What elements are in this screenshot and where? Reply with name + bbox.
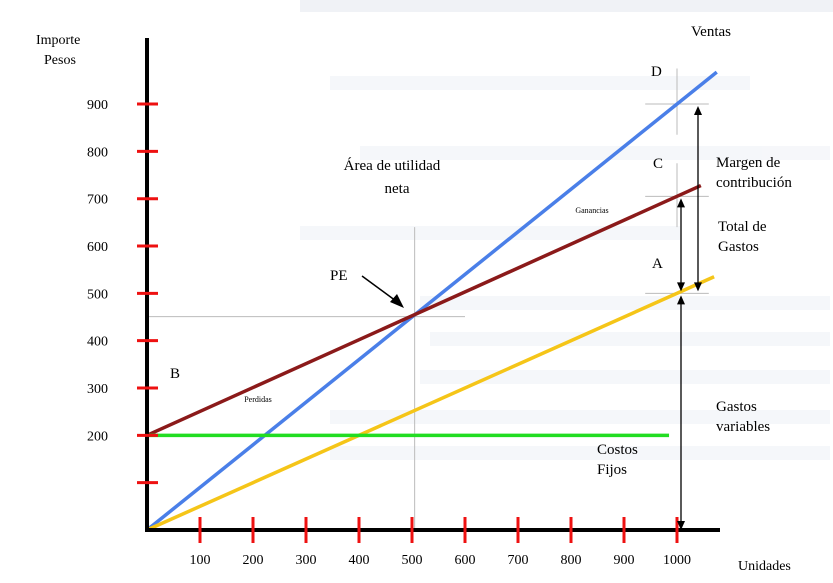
costos-fijos-label-line1: Costos bbox=[597, 442, 638, 458]
pe-arrow-head bbox=[390, 294, 404, 308]
x-tick-label-300: 300 bbox=[296, 553, 317, 568]
y-tick-label-500: 500 bbox=[87, 287, 108, 302]
y-tick-label-200: 200 bbox=[87, 429, 108, 444]
margen-arrow-head-bottom bbox=[694, 282, 702, 292]
x-tick-label-1000: 1000 bbox=[663, 553, 691, 568]
label-a: A bbox=[652, 256, 663, 272]
series-layer bbox=[145, 70, 718, 532]
x-tick-label-900: 900 bbox=[614, 553, 635, 568]
total-gastos-arrow-head-top bbox=[677, 198, 685, 208]
ventas-label: Ventas bbox=[691, 24, 731, 40]
x-tick-label-600: 600 bbox=[455, 553, 476, 568]
series-line-1 bbox=[146, 183, 702, 437]
series-line-0 bbox=[145, 70, 718, 532]
x-tick-label-100: 100 bbox=[190, 553, 211, 568]
gastos-variables-label-line2: variables bbox=[716, 419, 770, 435]
gastos-variables-label-line1: Gastos bbox=[716, 399, 757, 415]
annotations-layer: Área de utilidad neta Ganancias Perdidas PE D… bbox=[170, 24, 792, 530]
margen-arrow-head-top bbox=[694, 106, 702, 116]
y-tick-label-600: 600 bbox=[87, 240, 108, 255]
x-tick-label-500: 500 bbox=[402, 553, 423, 568]
y-tick-label-400: 400 bbox=[87, 335, 108, 350]
perdidas-label: Perdidas bbox=[244, 395, 272, 404]
x-tick-label-800: 800 bbox=[561, 553, 582, 568]
total-gastos-arrow-head-bottom bbox=[677, 282, 685, 292]
x-tick-label-200: 200 bbox=[243, 553, 264, 568]
label-c: C bbox=[653, 156, 663, 172]
total-gastos-label-line2: Gastos bbox=[718, 239, 759, 255]
x-axis-label: Unidades bbox=[738, 559, 791, 574]
y-axis-label-line2: Pesos bbox=[44, 53, 76, 68]
gastos-variables-arrow-head-bottom bbox=[677, 521, 685, 530]
area-title-line2: neta bbox=[385, 181, 410, 197]
costos-fijos-label-line2: Fijos bbox=[597, 462, 627, 478]
margen-contribucion-label-line2: contribución bbox=[716, 175, 792, 191]
label-b: B bbox=[170, 366, 180, 382]
pe-arrow-shaft bbox=[361, 275, 397, 302]
y-tick-label-700: 700 bbox=[87, 193, 108, 208]
margen-contribucion-label-line1: Margen de bbox=[716, 155, 781, 171]
area-title-line1: Área de utilidad bbox=[344, 157, 441, 174]
y-tick-label-800: 800 bbox=[87, 145, 108, 160]
x-tick-label-700: 700 bbox=[508, 553, 529, 568]
y-tick-label-300: 300 bbox=[87, 382, 108, 397]
y-axis-label-line1: Importe bbox=[36, 33, 80, 48]
label-d: D bbox=[651, 64, 662, 80]
series-line-2 bbox=[146, 275, 715, 532]
ticks-layer: 100 200 300 400 500 600 700 800 900 1000 200 300 400… bbox=[87, 98, 691, 568]
background-ghost-text bbox=[300, 0, 833, 460]
x-tick-label-400: 400 bbox=[349, 553, 370, 568]
gastos-variables-arrow-head-top bbox=[677, 295, 685, 305]
y-tick-label-900: 900 bbox=[87, 98, 108, 113]
total-gastos-label-line1: Total de bbox=[718, 219, 767, 235]
ganancias-label: Ganancias bbox=[575, 206, 608, 215]
pe-label: PE bbox=[330, 268, 348, 284]
